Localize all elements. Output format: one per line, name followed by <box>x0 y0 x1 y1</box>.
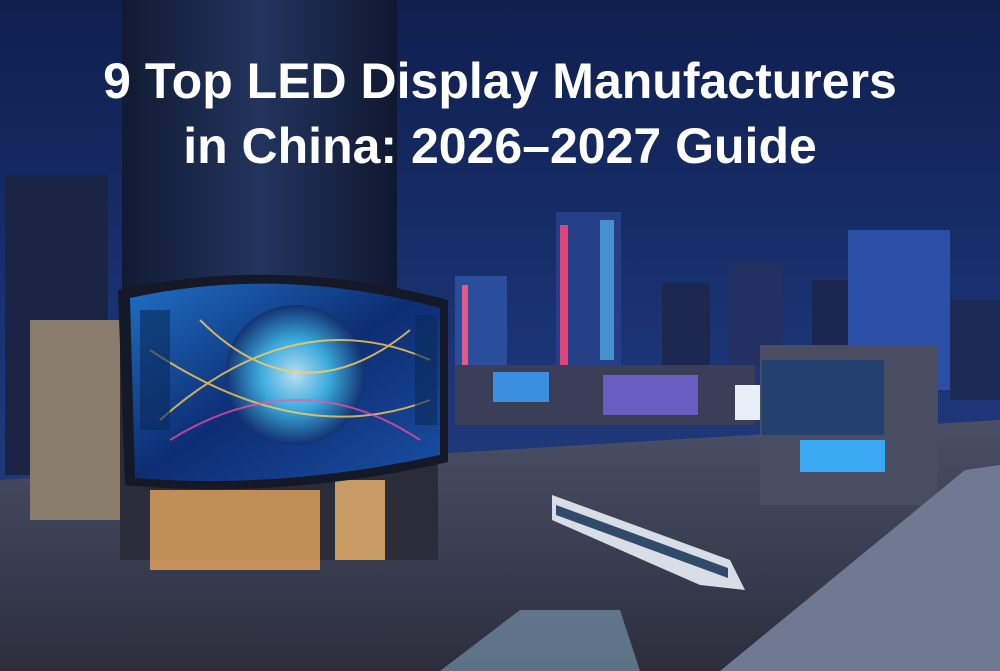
mall <box>455 345 938 505</box>
title-line: 9 Top LED Display Manufacturers <box>103 53 897 109</box>
screen-building <box>30 274 448 570</box>
roof <box>720 465 1000 671</box>
tram <box>552 495 745 590</box>
canopy <box>440 610 640 671</box>
tower <box>122 0 397 300</box>
title-line: in China: 2026–2027 Guide <box>183 118 817 174</box>
